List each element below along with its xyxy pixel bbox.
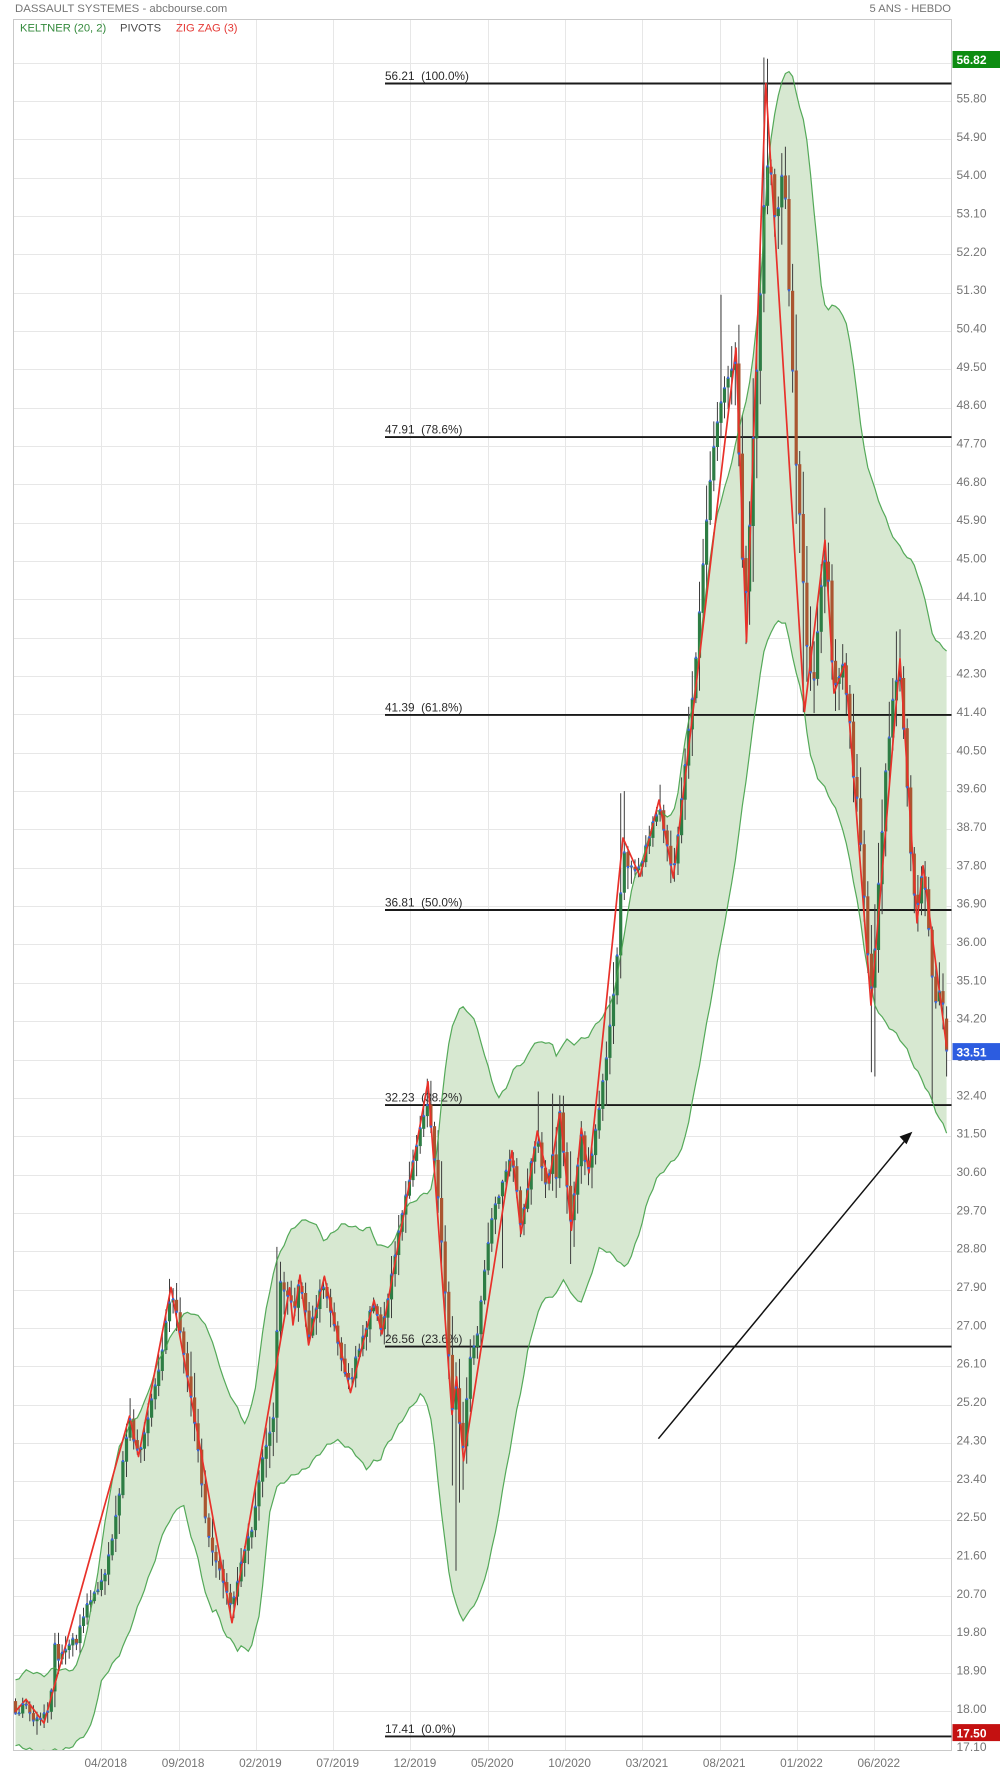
svg-text:35.10: 35.10 <box>957 973 987 987</box>
svg-text:31.50: 31.50 <box>957 1127 987 1141</box>
svg-text:18.00: 18.00 <box>957 1702 987 1716</box>
svg-text:02/2019: 02/2019 <box>239 1756 282 1770</box>
svg-text:44.10: 44.10 <box>957 590 987 604</box>
svg-text:34.20: 34.20 <box>957 1012 987 1026</box>
svg-text:25.20: 25.20 <box>957 1395 987 1409</box>
svg-text:46.80: 46.80 <box>957 475 987 489</box>
svg-text:23.40: 23.40 <box>957 1472 987 1486</box>
svg-text:07/2019: 07/2019 <box>316 1756 359 1770</box>
svg-text:54.00: 54.00 <box>957 168 987 182</box>
svg-text:27.90: 27.90 <box>957 1280 987 1294</box>
svg-text:56.21 (100.0%): 56.21 (100.0%) <box>385 69 469 83</box>
svg-text:03/2021: 03/2021 <box>626 1756 669 1770</box>
svg-text:45.90: 45.90 <box>957 513 987 527</box>
svg-text:43.20: 43.20 <box>957 628 987 642</box>
svg-text:17.50: 17.50 <box>957 1726 987 1740</box>
svg-text:28.80: 28.80 <box>957 1242 987 1256</box>
svg-text:20.70: 20.70 <box>957 1587 987 1601</box>
svg-text:29.70: 29.70 <box>957 1203 987 1217</box>
svg-text:36.90: 36.90 <box>957 897 987 911</box>
svg-text:32.40: 32.40 <box>957 1088 987 1102</box>
svg-text:49.50: 49.50 <box>957 360 987 374</box>
svg-text:DASSAULT SYSTEMES - abcbourse.: DASSAULT SYSTEMES - abcbourse.com <box>15 3 227 15</box>
svg-text:56.82: 56.82 <box>957 53 987 67</box>
svg-text:18.90: 18.90 <box>957 1664 987 1678</box>
svg-text:KELTNER (20, 2): KELTNER (20, 2) <box>20 23 106 35</box>
svg-text:17.41 (0.0%): 17.41 (0.0%) <box>385 1722 456 1736</box>
svg-text:47.70: 47.70 <box>957 437 987 451</box>
svg-text:09/2018: 09/2018 <box>162 1756 205 1770</box>
svg-text:39.60: 39.60 <box>957 782 987 796</box>
svg-text:10/2020: 10/2020 <box>548 1756 591 1770</box>
svg-text:50.40: 50.40 <box>957 322 987 336</box>
svg-text:PIVOTS: PIVOTS <box>120 23 161 35</box>
svg-text:37.80: 37.80 <box>957 858 987 872</box>
svg-text:26.10: 26.10 <box>957 1357 987 1371</box>
svg-text:51.30: 51.30 <box>957 283 987 297</box>
svg-text:30.60: 30.60 <box>957 1165 987 1179</box>
svg-text:ZIG ZAG (3): ZIG ZAG (3) <box>176 23 238 35</box>
svg-text:40.50: 40.50 <box>957 743 987 757</box>
svg-text:41.39 (61.8%): 41.39 (61.8%) <box>385 700 462 714</box>
svg-text:01/2022: 01/2022 <box>780 1756 823 1770</box>
svg-text:54.90: 54.90 <box>957 130 987 144</box>
svg-text:04/2018: 04/2018 <box>84 1756 127 1770</box>
svg-text:42.30: 42.30 <box>957 667 987 681</box>
svg-text:05/2020: 05/2020 <box>471 1756 514 1770</box>
svg-text:21.60: 21.60 <box>957 1548 987 1562</box>
svg-text:33.51: 33.51 <box>957 1045 987 1059</box>
svg-text:06/2022: 06/2022 <box>857 1756 900 1770</box>
svg-text:41.40: 41.40 <box>957 705 987 719</box>
svg-text:27.00: 27.00 <box>957 1318 987 1332</box>
svg-text:53.10: 53.10 <box>957 207 987 221</box>
svg-text:08/2021: 08/2021 <box>703 1756 746 1770</box>
svg-text:45.00: 45.00 <box>957 552 987 566</box>
svg-text:36.00: 36.00 <box>957 935 987 949</box>
svg-text:36.81 (50.0%): 36.81 (50.0%) <box>385 896 462 910</box>
svg-text:26.56 (23.6%): 26.56 (23.6%) <box>385 1332 462 1346</box>
svg-text:48.60: 48.60 <box>957 398 987 412</box>
svg-text:38.70: 38.70 <box>957 820 987 834</box>
svg-text:22.50: 22.50 <box>957 1510 987 1524</box>
svg-text:55.80: 55.80 <box>957 92 987 106</box>
svg-text:47.91 (78.6%): 47.91 (78.6%) <box>385 423 462 437</box>
svg-text:12/2019: 12/2019 <box>394 1756 437 1770</box>
svg-text:17.10: 17.10 <box>957 1740 987 1754</box>
svg-text:5 ANS - HEBDO: 5 ANS - HEBDO <box>870 3 952 15</box>
svg-text:19.80: 19.80 <box>957 1625 987 1639</box>
svg-text:52.20: 52.20 <box>957 245 987 259</box>
svg-text:24.30: 24.30 <box>957 1433 987 1447</box>
